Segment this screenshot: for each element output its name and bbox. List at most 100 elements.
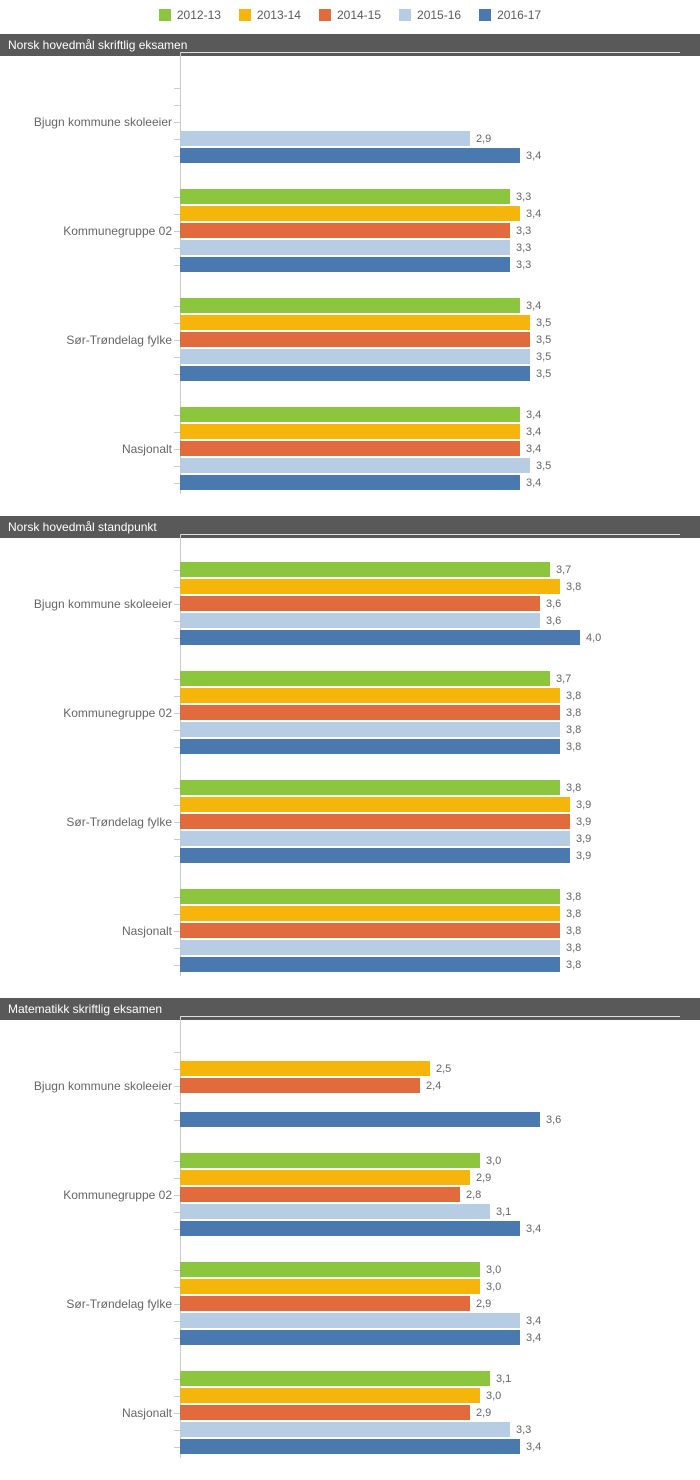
y-tick bbox=[174, 1178, 180, 1179]
bar-row: 3,1 bbox=[180, 1204, 680, 1219]
bar-row: 3,8 bbox=[180, 780, 680, 795]
group-label: Bjugn kommune skoleeier bbox=[0, 115, 172, 129]
chart-section: Norsk hovedmål standpunktBjugn kommune s… bbox=[0, 516, 700, 972]
bar-value-label: 3,9 bbox=[570, 850, 591, 862]
bar-row: 3,4 bbox=[180, 298, 680, 313]
bar-group: Kommunegruppe 023,02,92,83,13,4 bbox=[180, 1153, 680, 1236]
bar-row: 3,0 bbox=[180, 1262, 680, 1277]
bar-row: 3,7 bbox=[180, 562, 680, 577]
bar-row: 3,4 bbox=[180, 1221, 680, 1236]
bar-row: 2,9 bbox=[180, 1170, 680, 1185]
y-tick bbox=[174, 105, 180, 106]
y-tick bbox=[174, 839, 180, 840]
bar-value-label: 3,8 bbox=[560, 925, 581, 937]
bar-group: Sør-Trøndelag fylke3,83,93,93,93,9 bbox=[180, 780, 680, 863]
bar bbox=[180, 148, 520, 163]
bar-row: 3,9 bbox=[180, 848, 680, 863]
group-label: Bjugn kommune skoleeier bbox=[0, 597, 172, 611]
y-tick bbox=[174, 1430, 180, 1431]
bar bbox=[180, 475, 520, 490]
bar-row: 3,4 bbox=[180, 1330, 680, 1345]
bar-row: 3,8 bbox=[180, 688, 680, 703]
bar bbox=[180, 923, 560, 938]
bar-row bbox=[180, 80, 680, 95]
bar bbox=[180, 562, 550, 577]
bar bbox=[180, 1187, 460, 1202]
bar-value-label: 3,4 bbox=[520, 409, 541, 421]
bar bbox=[180, 671, 550, 686]
bar-row: 2,9 bbox=[180, 1405, 680, 1420]
bar bbox=[180, 1439, 520, 1454]
bar bbox=[180, 240, 510, 255]
group-label: Sør-Trøndelag fylke bbox=[0, 1297, 172, 1311]
y-tick bbox=[174, 466, 180, 467]
bar-value-label: 3,6 bbox=[540, 598, 561, 610]
bar-row: 3,4 bbox=[180, 148, 680, 163]
y-tick bbox=[174, 638, 180, 639]
plot: Bjugn kommune skoleeier3,73,83,63,64,0Ko… bbox=[0, 562, 700, 972]
bar-group: Nasjonalt3,13,02,93,33,4 bbox=[180, 1371, 680, 1454]
y-tick bbox=[174, 1413, 180, 1414]
bar-row: 3,7 bbox=[180, 671, 680, 686]
bar bbox=[180, 1153, 480, 1168]
bar-value-label: 3,0 bbox=[480, 1281, 501, 1293]
bar-row: 3,3 bbox=[180, 1422, 680, 1437]
bar-value-label: 3,5 bbox=[530, 368, 551, 380]
y-tick bbox=[174, 713, 180, 714]
bar bbox=[180, 940, 560, 955]
bar bbox=[180, 189, 510, 204]
legend-label: 2012-13 bbox=[177, 8, 221, 22]
bar-row: 3,3 bbox=[180, 223, 680, 238]
y-tick bbox=[174, 1287, 180, 1288]
legend-label: 2016-17 bbox=[497, 8, 541, 22]
bar-value-label: 2,9 bbox=[470, 1172, 491, 1184]
bar-value-label: 3,6 bbox=[540, 615, 561, 627]
group-label: Nasjonalt bbox=[0, 442, 172, 456]
group-label: Sør-Trøndelag fylke bbox=[0, 815, 172, 829]
bar-value-label: 3,5 bbox=[530, 317, 551, 329]
bar-value-label: 3,8 bbox=[560, 707, 581, 719]
bar bbox=[180, 1221, 520, 1236]
bar bbox=[180, 797, 570, 812]
y-tick bbox=[174, 1396, 180, 1397]
bar-row: 3,6 bbox=[180, 1112, 680, 1127]
chart-body: Norsk hovedmål skriftlig eksamenBjugn ko… bbox=[0, 34, 700, 1454]
bar bbox=[180, 1330, 520, 1345]
bar-value-label: 2,4 bbox=[420, 1080, 441, 1092]
bar-row: 3,8 bbox=[180, 923, 680, 938]
bar bbox=[180, 848, 570, 863]
y-tick bbox=[174, 730, 180, 731]
bar-row: 3,6 bbox=[180, 596, 680, 611]
bar-row: 3,4 bbox=[180, 441, 680, 456]
bar bbox=[180, 332, 530, 347]
bar-value-label: 3,4 bbox=[520, 208, 541, 220]
y-tick bbox=[174, 1304, 180, 1305]
y-tick bbox=[174, 483, 180, 484]
bar-value-label: 3,4 bbox=[520, 1223, 541, 1235]
bar-value-label: 3,7 bbox=[550, 673, 571, 685]
bar-row: 3,3 bbox=[180, 240, 680, 255]
y-tick bbox=[174, 604, 180, 605]
bar-value-label: 3,4 bbox=[520, 426, 541, 438]
bar-row: 2,8 bbox=[180, 1187, 680, 1202]
y-tick bbox=[174, 340, 180, 341]
bar-value-label: 3,4 bbox=[520, 300, 541, 312]
y-tick bbox=[174, 1212, 180, 1213]
group-label: Kommunegruppe 02 bbox=[0, 706, 172, 720]
bar bbox=[180, 1078, 420, 1093]
legend-item: 2012-13 bbox=[159, 8, 221, 22]
bar-row: 3,4 bbox=[180, 475, 680, 490]
top-gridline bbox=[180, 534, 680, 535]
bar-value-label: 3,1 bbox=[490, 1373, 511, 1385]
bar bbox=[180, 424, 520, 439]
bar-value-label: 3,8 bbox=[560, 724, 581, 736]
y-tick bbox=[174, 1103, 180, 1104]
bar-row: 3,8 bbox=[180, 940, 680, 955]
y-tick bbox=[174, 156, 180, 157]
legend-swatch bbox=[319, 9, 331, 21]
bar-row bbox=[180, 114, 680, 129]
bar-row: 3,5 bbox=[180, 366, 680, 381]
group-label: Nasjonalt bbox=[0, 924, 172, 938]
bar-row: 2,9 bbox=[180, 131, 680, 146]
legend-swatch bbox=[479, 9, 491, 21]
